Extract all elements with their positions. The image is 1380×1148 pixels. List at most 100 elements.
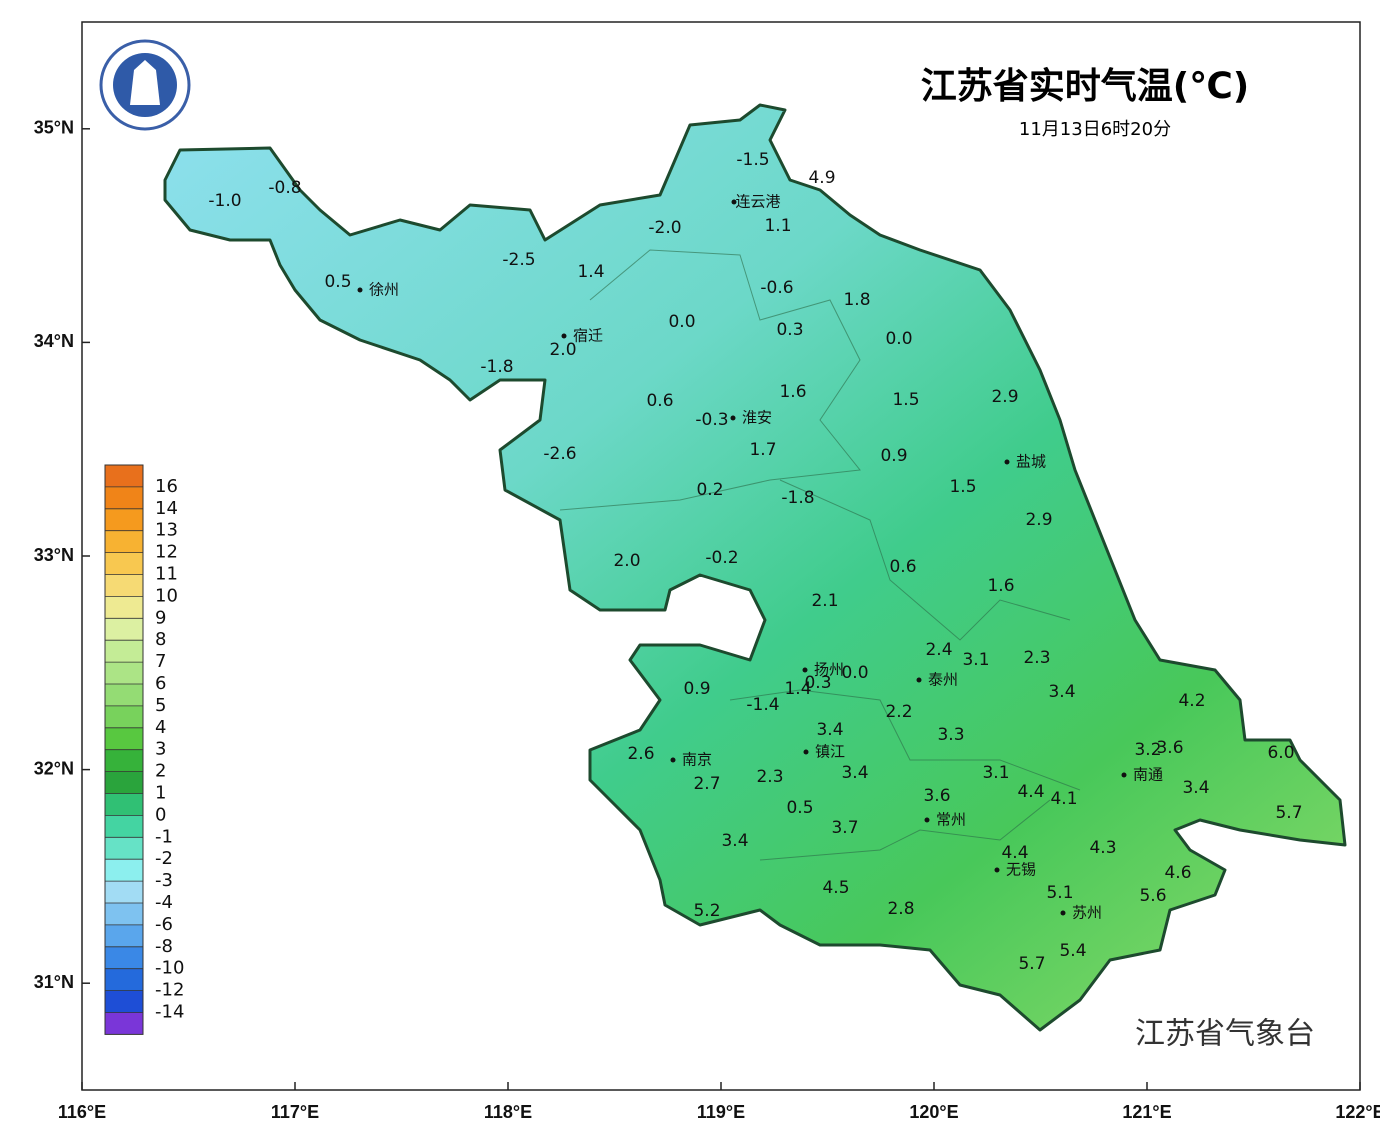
- subtitle: 11月13日6时20分: [1019, 119, 1171, 140]
- station-value: 0.2: [696, 480, 723, 500]
- legend-label: -8: [155, 936, 173, 957]
- legend-swatch: [105, 749, 143, 772]
- legend-swatch: [105, 946, 143, 969]
- city-dot: [670, 757, 676, 763]
- station-value: 1.7: [749, 440, 776, 460]
- city-dot: [803, 749, 809, 755]
- station-value: 1.6: [779, 382, 806, 402]
- legend-label: -2: [155, 848, 173, 869]
- station-value: 4.5: [822, 878, 849, 898]
- legend-swatch: [105, 530, 143, 553]
- station-value: 0.9: [683, 679, 710, 699]
- city-dot: [731, 199, 737, 205]
- city-dot: [1060, 910, 1066, 916]
- station-value: -0.8: [268, 178, 301, 198]
- station-value: 2.1: [811, 591, 838, 611]
- station-value: 0.5: [324, 272, 351, 292]
- legend-label: 10: [155, 585, 178, 606]
- city-label: 镇江: [815, 743, 845, 761]
- station-value: 2.3: [1023, 648, 1050, 668]
- station-value: 2.0: [613, 551, 640, 571]
- x-tick-label: 121°E: [1122, 1102, 1171, 1122]
- station-value: 5.4: [1059, 941, 1086, 961]
- legend-label: 2: [155, 761, 166, 782]
- legend-label: 4: [155, 717, 166, 738]
- station-value: 4.4: [1017, 782, 1044, 802]
- legend-label: 0: [155, 804, 166, 825]
- station-value: 2.2: [885, 702, 912, 722]
- station-value: -1.4: [746, 695, 779, 715]
- legend-label: -12: [155, 980, 184, 1001]
- legend-swatch: [105, 815, 143, 838]
- legend-swatch: [105, 924, 143, 947]
- station-value: 3.4: [721, 831, 748, 851]
- legend-label: 8: [155, 629, 166, 650]
- legend-label: 5: [155, 695, 166, 716]
- legend-swatch: [105, 837, 143, 860]
- x-tick-label: 119°E: [697, 1102, 745, 1122]
- station-value: 2.6: [627, 744, 654, 764]
- station-value: 3.4: [841, 763, 868, 783]
- legend-swatch: [105, 552, 143, 575]
- legend-swatch: [105, 968, 143, 991]
- station-value: 1.5: [892, 390, 919, 410]
- station-value: 2.4: [925, 640, 952, 660]
- city-dot: [1004, 459, 1010, 465]
- city-label: 泰州: [928, 671, 958, 689]
- station-value: 3.1: [982, 763, 1009, 783]
- station-value: 0.9: [880, 446, 907, 466]
- city-label: 南通: [1133, 766, 1163, 784]
- legend-label: -4: [155, 892, 173, 913]
- station-value: -2.5: [502, 250, 535, 270]
- legend-swatch: [105, 640, 143, 663]
- station-value: 3.2: [1134, 740, 1161, 760]
- city-label: 淮安: [742, 409, 772, 427]
- x-tick-label: 117°E: [271, 1102, 319, 1122]
- station-value: 3.7: [831, 818, 858, 838]
- legend-swatch: [105, 596, 143, 619]
- station-value: 0.3: [776, 320, 803, 340]
- station-value: -2.0: [648, 218, 681, 238]
- station-value: 1.6: [987, 576, 1014, 596]
- legend-swatch: [105, 508, 143, 531]
- city-label: 无锡: [1006, 861, 1036, 879]
- station-value: 2.8: [887, 899, 914, 919]
- legend-swatch: [105, 705, 143, 728]
- station-value: 1.8: [843, 290, 870, 310]
- legend-swatch: [105, 574, 143, 597]
- y-tick-label: 34°N: [34, 331, 74, 351]
- legend-label: 12: [155, 542, 178, 563]
- station-value: 4.2: [1178, 691, 1205, 711]
- legend-label: 14: [155, 498, 178, 519]
- legend-label: 13: [155, 520, 178, 541]
- legend-swatch: [105, 881, 143, 903]
- station-value: 0.0: [841, 663, 868, 683]
- station-value: -0.3: [695, 410, 728, 430]
- legend-swatch: [105, 1012, 143, 1035]
- station-value: 5.6: [1139, 886, 1166, 906]
- logo: [99, 39, 191, 131]
- city-dot: [924, 817, 930, 823]
- city-label: 苏州: [1072, 904, 1102, 922]
- station-value: 5.1: [1046, 883, 1073, 903]
- station-value: 4.3: [1089, 838, 1116, 858]
- station-value: 4.4: [1001, 843, 1028, 863]
- station-value: 5.2: [693, 901, 720, 921]
- legend-label: 1: [155, 783, 166, 804]
- station-value: 1.5: [949, 477, 976, 497]
- city-dot: [730, 415, 736, 421]
- legend-frame: [104, 464, 144, 1035]
- legend-label: 7: [155, 651, 166, 672]
- city-dot: [802, 667, 808, 673]
- legend-swatch: [105, 990, 143, 1013]
- station-value: 3.4: [816, 720, 843, 740]
- x-tick-label: 120°E: [909, 1102, 958, 1122]
- station-value: 0.0: [885, 329, 912, 349]
- city-dot: [357, 287, 363, 293]
- station-value: 0.3: [804, 673, 831, 693]
- legend-label: -3: [155, 870, 173, 891]
- x-tick-label: 118°E: [484, 1102, 532, 1122]
- station-value: 3.3: [937, 725, 964, 745]
- city-dot: [561, 333, 567, 339]
